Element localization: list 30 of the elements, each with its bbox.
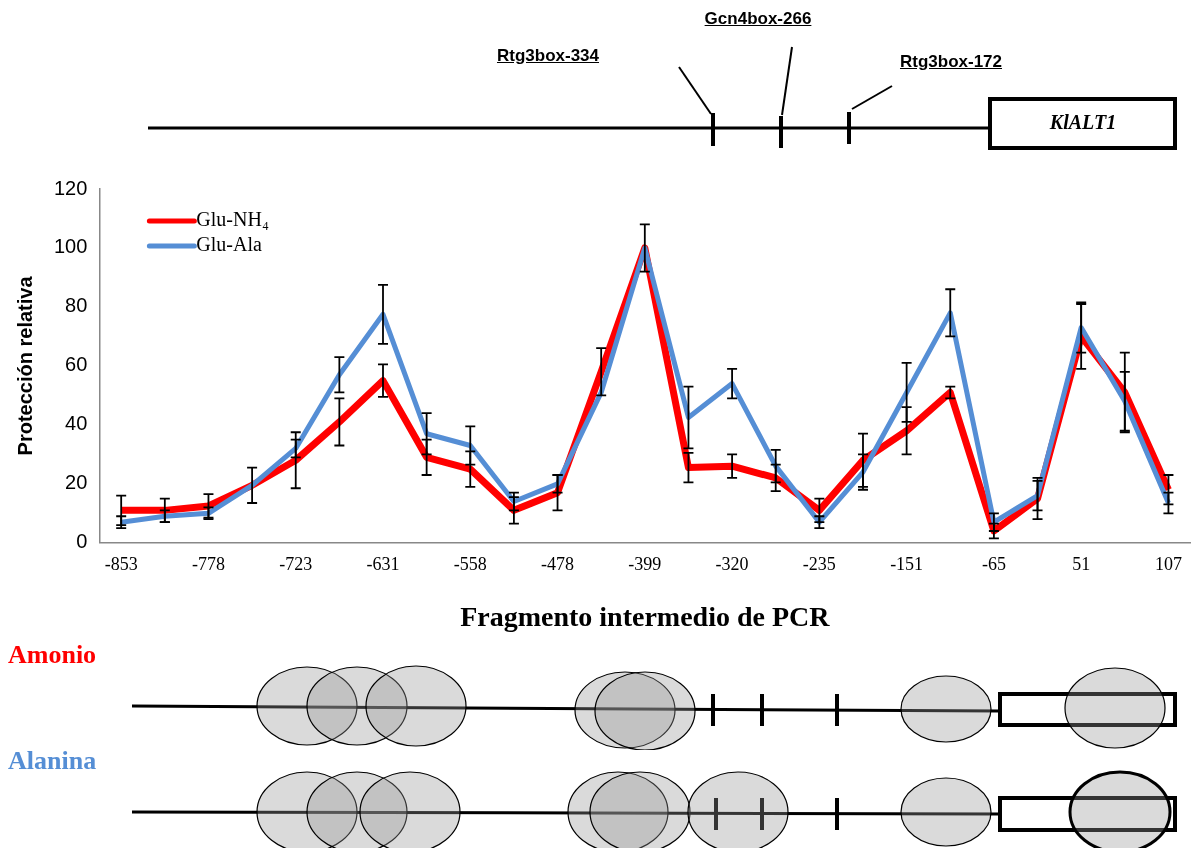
- text: Alanina: [8, 746, 97, 776]
- x-tick-label: -235: [802, 554, 836, 575]
- text: Gcn4box-266: [704, 9, 812, 29]
- y-tick-label: 80: [65, 294, 88, 317]
- x-tick-label: -853: [104, 554, 138, 575]
- x-tick-label: -320: [715, 554, 749, 575]
- y-tick-label: 100: [53, 235, 88, 258]
- x-axis-title: Fragmento intermedio de PCR: [460, 601, 831, 633]
- x-tick-label: -558: [453, 554, 487, 575]
- y-tick-label: 60: [65, 353, 88, 376]
- text: Amonio: [8, 640, 97, 670]
- text: Rtg3box-172: [899, 52, 1003, 72]
- y-axis-title: Protección relativa: [13, 275, 36, 456]
- y-tick-label: 0: [76, 530, 88, 553]
- y-tick-label: 40: [65, 412, 88, 435]
- x-tick-label: -723: [279, 554, 313, 575]
- x-tick-label: -631: [366, 554, 400, 575]
- text: KlALT1: [1049, 111, 1117, 134]
- x-tick-label: -778: [191, 554, 225, 575]
- x-tick-label: -399: [628, 554, 662, 575]
- y-tick-label: 120: [53, 176, 88, 199]
- x-tick-label: 107: [1154, 554, 1182, 575]
- legend-label: Glu-Ala: [196, 233, 263, 256]
- x-tick-label: -151: [890, 554, 924, 575]
- x-tick-label: -478: [541, 554, 575, 575]
- x-tick-label: -65: [981, 554, 1006, 575]
- y-tick-label: 20: [65, 471, 88, 494]
- x-tick-label: 51: [1072, 554, 1091, 575]
- text: Rtg3box-334: [496, 46, 600, 66]
- legend-label: Glu-NH₄: [196, 208, 269, 231]
